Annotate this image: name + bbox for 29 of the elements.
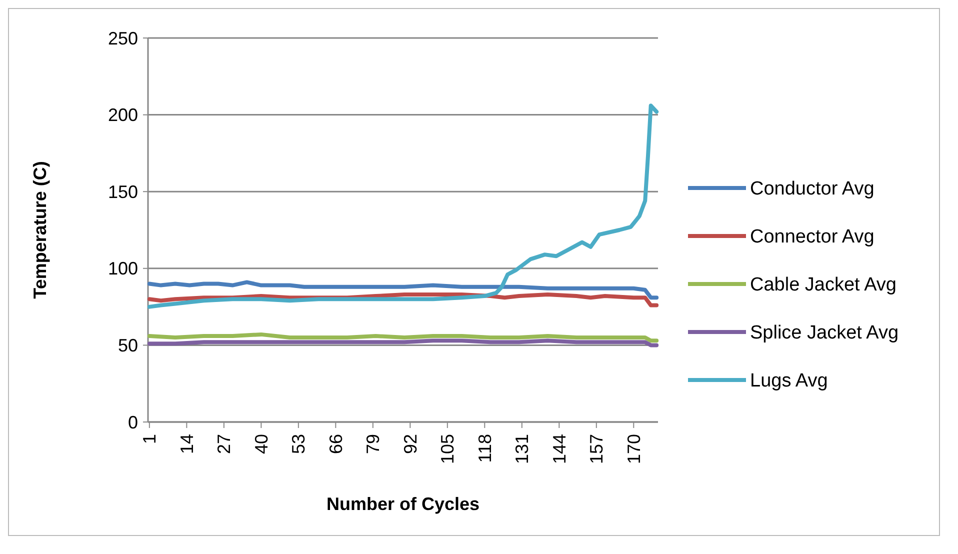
line-series [147, 332, 659, 343]
y-axis-title: Temperature (C) [30, 161, 50, 299]
x-tick-label: 40 [251, 434, 272, 454]
y-tick-label: 50 [118, 336, 138, 356]
legend-label: Connector Avg [750, 226, 874, 248]
x-tick-label: 118 [474, 434, 495, 463]
legend-label: Conductor Avg [750, 178, 874, 200]
legend-label: Cable Jacket Avg [750, 274, 896, 296]
y-tick-label: 200 [108, 105, 138, 126]
x-tick-label: 14 [176, 434, 197, 454]
y-tick-label: 250 [108, 28, 138, 48]
x-tick-label: 170 [624, 434, 644, 464]
x-tick-label: 66 [326, 434, 346, 454]
line-series [147, 280, 659, 300]
x-tick-label: 92 [400, 434, 420, 454]
y-tick-label: 150 [108, 182, 138, 202]
x-tick-label: 1 [140, 434, 160, 444]
x-tick-label: 131 [512, 434, 532, 464]
legend-label: Lugs Avg [750, 370, 828, 392]
y-tick-label: 0 [128, 412, 138, 432]
x-tick-label: 157 [586, 434, 607, 464]
x-tick-label: 79 [363, 434, 384, 454]
x-tick-label: 144 [549, 434, 570, 464]
x-tick-label: 53 [288, 434, 309, 454]
x-tick-label: 27 [214, 434, 234, 454]
legend-label: Splice Jacket Avg [750, 322, 899, 344]
x-tick-label: 105 [438, 434, 458, 464]
x-axis-title: Number of Cycles [326, 494, 480, 514]
y-tick-label: 100 [108, 258, 138, 279]
